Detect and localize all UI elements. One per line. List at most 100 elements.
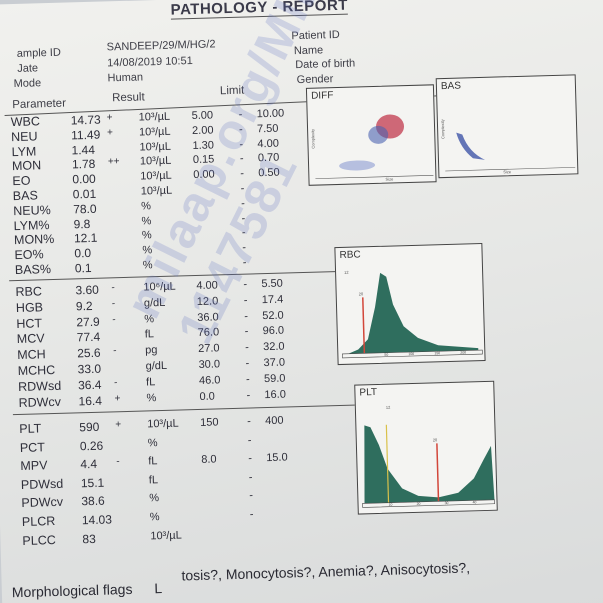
rbc-curve	[348, 272, 479, 354]
row-value: 9.8	[73, 216, 91, 231]
row-limit-high: 15.0	[266, 451, 288, 465]
plt-label: PLT	[359, 386, 378, 399]
row-param: EO	[12, 173, 31, 189]
row-param: PLCC	[22, 532, 56, 548]
diff-x-axis-label: Size	[385, 176, 394, 181]
row-value: 3.60	[75, 282, 100, 298]
row-param: MCH	[17, 347, 46, 363]
plt-y-top: 12	[386, 405, 391, 410]
row-value: 9.2	[75, 298, 93, 314]
flags-mark: L	[154, 580, 163, 597]
row-param: NEU	[10, 129, 38, 144]
row-limit-high: 32.0	[262, 340, 285, 354]
row-value: 27.9	[76, 314, 100, 329]
plt-tick-30: 30	[445, 501, 449, 505]
date-label: Jate	[17, 62, 39, 75]
row-unit: fL	[148, 473, 159, 487]
row-unit: 10³/µL	[140, 169, 172, 183]
row-unit: 10³/µL	[150, 529, 182, 542]
row-value: 0.01	[72, 186, 97, 202]
row-value: 11.49	[70, 127, 101, 143]
row-limit-high: 16.0	[264, 388, 287, 401]
rbc-tick-200: 200	[460, 350, 466, 354]
row-unit: fL	[148, 455, 158, 468]
row-limit-dash: -	[244, 341, 249, 354]
row-value: 77.4	[76, 330, 101, 345]
row-value: 1.44	[71, 142, 96, 158]
row-param: NEU%	[13, 202, 51, 218]
rbc-histogram-plot: 12 20 50 100 150 200	[342, 270, 483, 359]
row-param: MCHC	[17, 362, 56, 379]
basophil-cluster	[456, 132, 485, 160]
row-param: PCT	[19, 439, 46, 455]
row-limit-low: 46.0	[198, 374, 221, 387]
row-value: 14.03	[81, 512, 113, 528]
row-flag: +	[115, 419, 122, 431]
rbc-marker-left-label: 20	[359, 291, 364, 296]
row-flag: -	[112, 313, 116, 325]
row-limit-high: 59.0	[263, 372, 286, 385]
row-param: PDWsd	[20, 476, 64, 492]
row-limit-dash: -	[249, 508, 254, 521]
row-unit: 10³/µL	[138, 110, 171, 124]
row-unit: 10³/µL	[139, 155, 172, 168]
row-flag: +	[114, 392, 121, 404]
row-unit: 10³/µL	[147, 417, 179, 431]
plt-marker-right-label: 20	[433, 437, 438, 442]
row-unit: g/dL	[145, 359, 168, 373]
row-value: 0.00	[72, 171, 96, 187]
rbc-tick-150: 150	[434, 351, 440, 355]
bas-label: BAS	[440, 80, 462, 93]
sample-id-value: SANDEEP/29/M/HG/2	[106, 38, 216, 54]
row-value: 15.1	[80, 475, 105, 491]
row-flag: -	[111, 282, 115, 294]
row-flag: ++	[107, 156, 120, 168]
row-limit-dash: -	[245, 357, 250, 370]
row-param: RDWsd	[17, 378, 62, 394]
row-limit-high: 400	[265, 414, 284, 428]
row-param: BAS%	[14, 262, 52, 278]
diff-scatter-plot: Complexity Size	[310, 114, 434, 182]
row-unit: %	[141, 214, 152, 228]
row-limit-dash: -	[247, 415, 252, 428]
row-value: 1.78	[71, 157, 96, 172]
row-limit-high: 37.0	[263, 356, 286, 370]
row-limit-low: 30.0	[198, 358, 221, 371]
bas-scatter-plot: Complexity Size	[440, 119, 576, 174]
rbc-x-axis	[342, 349, 483, 359]
row-limit-dash: -	[247, 434, 252, 447]
lymphocyte-cluster	[339, 160, 376, 171]
bas-y-axis-label: Complexity	[440, 119, 446, 139]
bas-x-axis	[445, 167, 576, 172]
row-unit: %	[149, 511, 160, 524]
sample-id-label: ample ID	[16, 46, 62, 60]
rbc-tick-100: 100	[408, 352, 414, 356]
row-value: 4.4	[80, 457, 98, 472]
rbc-tick-50: 50	[384, 353, 388, 357]
row-flag: +	[106, 127, 114, 139]
row-unit: %	[140, 200, 152, 213]
diff-y-axis-label: Complexity	[310, 129, 316, 149]
rbc-label: RBC	[339, 249, 361, 261]
row-param: PLT	[19, 421, 42, 436]
row-value: 14.73	[70, 112, 101, 128]
diff-scatter: DIFF Complexity Size	[305, 84, 437, 186]
row-value: 25.6	[77, 345, 101, 361]
row-unit: %	[147, 436, 158, 450]
row-param: RBC	[15, 284, 43, 300]
row-limit-dash: -	[244, 325, 249, 339]
rbc-marker-left	[362, 297, 366, 354]
row-param: MPV	[20, 458, 48, 474]
plt-curve	[364, 425, 495, 504]
row-flag: -	[113, 345, 117, 357]
monocyte-cluster	[368, 125, 389, 144]
plt-tick-20: 20	[417, 502, 421, 506]
row-flag: -	[116, 456, 120, 468]
row-value: 0.26	[79, 438, 104, 453]
row-unit: 10³/µL	[139, 140, 172, 154]
plt-marker-right	[436, 443, 440, 502]
row-flag: +	[106, 112, 113, 124]
row-limit-dash: -	[245, 373, 250, 386]
row-limit-high: 52.0	[262, 309, 284, 322]
